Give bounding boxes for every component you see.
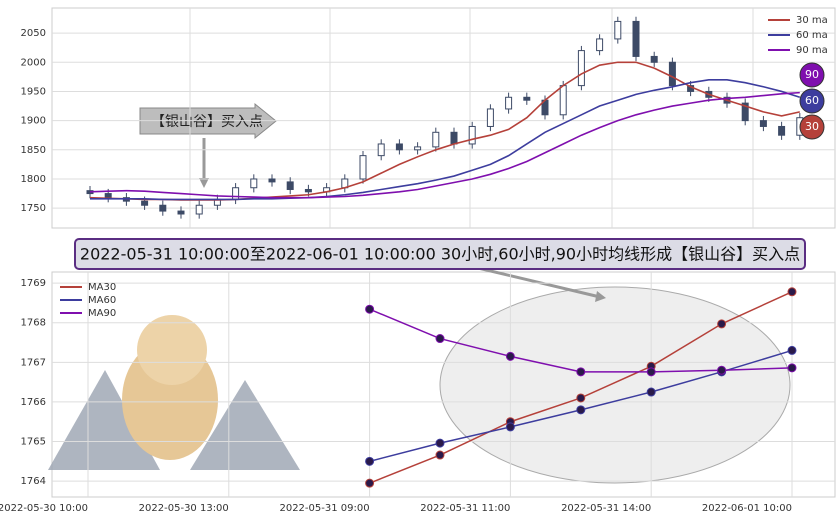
x-tick-label: 2022-05-30 10:00 [0, 503, 88, 514]
y-tick-label: 2000 [21, 57, 46, 68]
annotation-pointer-head [199, 178, 209, 188]
candle-body [759, 120, 767, 127]
point [365, 304, 375, 314]
candle-body [377, 143, 385, 157]
candle-body [559, 85, 567, 116]
candle-body [395, 143, 403, 151]
x-tick-label: 2022-06-01 10:00 [702, 503, 792, 514]
candle-body [268, 178, 276, 183]
candle-body [778, 125, 786, 136]
point [576, 367, 586, 377]
candle-body [486, 108, 494, 127]
end-badge [799, 114, 825, 140]
mountain [190, 380, 300, 470]
y-tick-label: 1769 [21, 278, 46, 289]
point [787, 363, 797, 373]
pointer-arrow [477, 266, 601, 299]
candle-body [650, 55, 658, 63]
y-tick-label: 1750 [21, 203, 46, 214]
candle-body [414, 146, 422, 151]
legend-label: 90 ma [796, 45, 828, 56]
top-frame [51, 7, 836, 229]
candle-body [359, 155, 367, 180]
point [646, 387, 656, 397]
candle-body [505, 96, 513, 110]
point [576, 405, 586, 415]
y-tick-label: 1900 [21, 116, 46, 127]
candle-body [432, 131, 440, 148]
x-tick-label: 2022-05-31 11:00 [420, 503, 510, 514]
ma-line [89, 91, 800, 199]
legend-label: 30 ma [796, 15, 828, 26]
candle-body [523, 96, 531, 101]
legend-label: 60 ma [796, 30, 828, 41]
dog-head [137, 315, 207, 385]
candle-body [104, 193, 112, 199]
candle-body [468, 125, 476, 145]
end-badge [799, 88, 825, 114]
banner [74, 238, 806, 270]
arrow-head [595, 291, 606, 302]
candle-body [232, 187, 240, 200]
point [365, 478, 375, 488]
legend-label: MA60 [88, 295, 116, 306]
y-tick-label: 1766 [21, 397, 46, 408]
point [717, 365, 727, 375]
ma-line [90, 78, 801, 201]
candle-body [159, 204, 167, 212]
y-tick-label: 1850 [21, 145, 46, 156]
point [435, 450, 445, 460]
candle-body [304, 188, 312, 193]
candle-body [250, 178, 258, 189]
mountain [48, 370, 160, 470]
y-tick-label: 1800 [21, 174, 46, 185]
legend-label: MA90 [88, 308, 116, 319]
candle-body [450, 131, 458, 145]
candle-body [614, 20, 622, 40]
point [435, 438, 445, 448]
x-tick-label: 2022-05-31 09:00 [279, 503, 369, 514]
point [365, 456, 375, 466]
y-tick-label: 1950 [21, 86, 46, 97]
y-tick-label: 1768 [21, 318, 46, 329]
point [717, 319, 727, 329]
banner-text: 2022-05-31 10:00:00至2022-06-01 10:00:00 … [80, 245, 800, 264]
y-tick-label: 2050 [21, 28, 46, 39]
point [576, 393, 586, 403]
annotation: 【银山谷】买入点 [151, 114, 263, 130]
end-badge [799, 62, 825, 88]
y-tick-label: 1765 [21, 437, 46, 448]
candle-body [596, 38, 604, 52]
y-tick-label: 1767 [21, 357, 46, 368]
candle-body [577, 50, 585, 87]
bottom-frame [51, 271, 836, 498]
candle-body [286, 181, 294, 190]
end-badge-label: 60 [805, 94, 819, 107]
point [505, 422, 515, 432]
point [435, 334, 445, 344]
candle-body [177, 210, 185, 215]
candle-body [668, 61, 676, 87]
candle-body [195, 204, 203, 215]
point [787, 345, 797, 355]
x-tick-label: 2022-05-31 14:00 [561, 503, 651, 514]
end-badge-label: 30 [805, 120, 819, 133]
point [646, 367, 656, 377]
candle-body [741, 102, 749, 122]
candle-body [632, 20, 640, 57]
y-tick-label: 1764 [21, 476, 46, 487]
point [787, 287, 797, 297]
legend-label: MA30 [88, 282, 116, 293]
candle-body [141, 200, 149, 206]
end-badge-label: 90 [805, 68, 819, 81]
point [505, 351, 515, 361]
x-tick-label: 2022-05-30 13:00 [139, 503, 229, 514]
